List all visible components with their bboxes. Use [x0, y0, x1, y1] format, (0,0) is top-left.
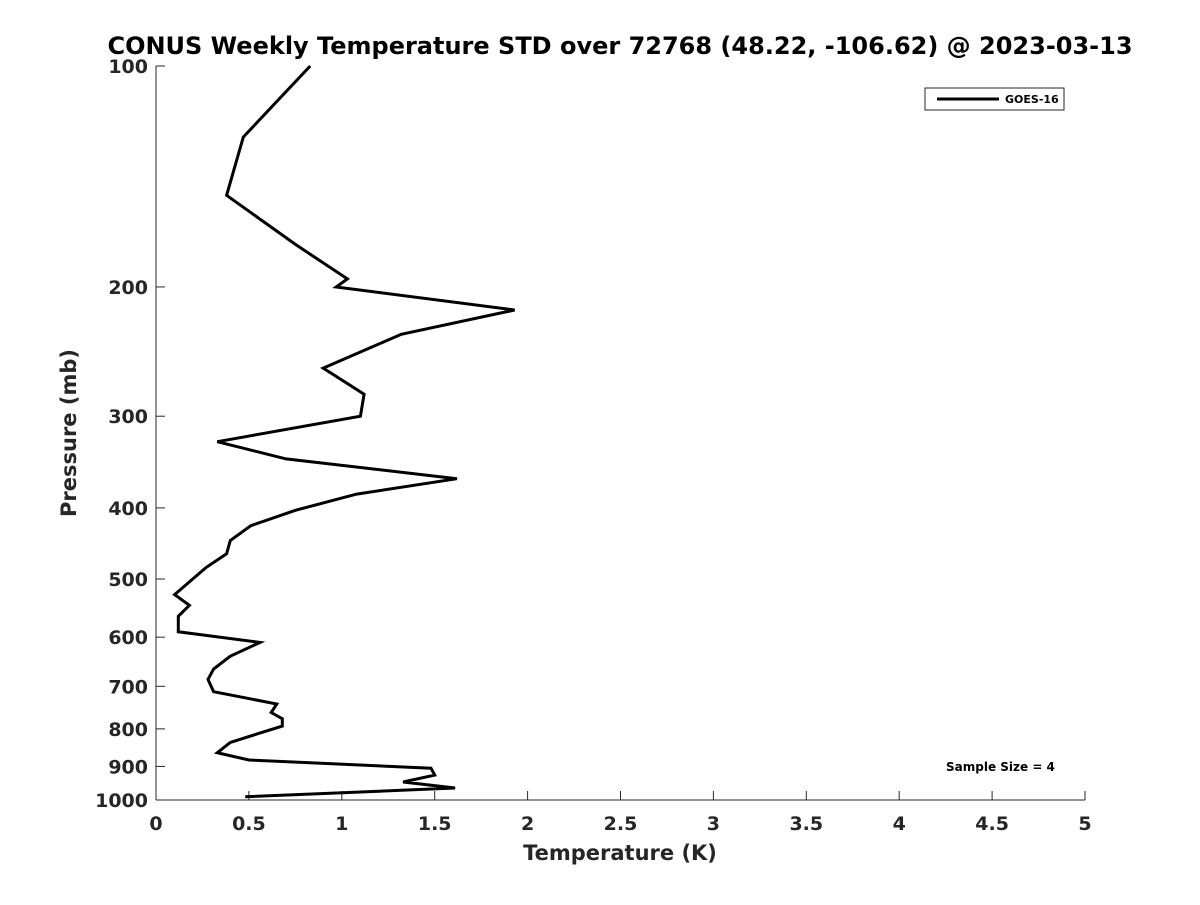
- y-tick-label: 700: [108, 676, 148, 698]
- series-layer: [172, 64, 515, 799]
- x-ticks: 0 0.5 1 1.5 2 2.5 3 3.5 4 4.5 5: [149, 791, 1092, 835]
- chart-title: CONUS Weekly Temperature STD over 72768 …: [107, 32, 1132, 60]
- x-tick-label: 0: [149, 813, 162, 835]
- y-tick-label: 900: [108, 756, 148, 778]
- plot-axes: [155, 66, 1085, 801]
- x-tick-label: 1.5: [418, 813, 452, 835]
- x-tick-label: 1: [335, 813, 348, 835]
- x-tick-label: 2: [521, 813, 534, 835]
- legend-label-goes-16: GOES-16: [1005, 93, 1059, 106]
- x-tick-label: 4: [893, 813, 906, 835]
- y-tick-label: 800: [108, 719, 148, 741]
- series-line-goes-16: [172, 64, 515, 799]
- x-tick-label: 2.5: [604, 813, 638, 835]
- y-tick-label: 1000: [95, 790, 148, 812]
- y-ticks: 100 200 300 400 500 600 700 800 900 1000: [95, 56, 165, 812]
- y-tick-label: 600: [108, 627, 148, 649]
- y-tick-label: 400: [108, 498, 148, 520]
- x-tick-label: 3: [707, 813, 720, 835]
- legend: GOES-16: [924, 87, 1065, 111]
- sample-size-annotation: Sample Size = 4: [946, 760, 1055, 774]
- y-axis-label: Pressure (mb): [57, 349, 81, 517]
- y-tick-label: 200: [108, 277, 148, 299]
- x-tick-label: 4.5: [975, 813, 1009, 835]
- x-axis-label: Temperature (K): [523, 841, 717, 865]
- x-tick-label: 0.5: [232, 813, 266, 835]
- y-tick-label: 100: [108, 56, 148, 78]
- x-tick-label: 5: [1078, 813, 1091, 835]
- x-tick-label: 3.5: [789, 813, 823, 835]
- y-tick-label: 500: [108, 569, 148, 591]
- y-tick-label: 300: [108, 406, 148, 428]
